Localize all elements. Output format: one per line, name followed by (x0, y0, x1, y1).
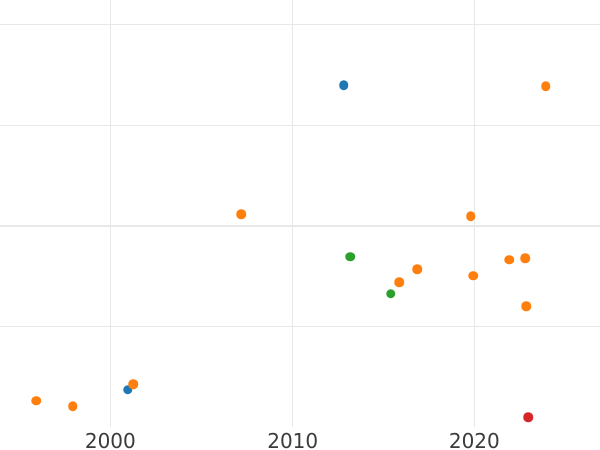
data-point-series-orange-1998 (67, 401, 78, 411)
data-point-series-orange-2020 (465, 211, 476, 222)
vertical-gridline (292, 0, 294, 427)
horizontal-gridline (0, 124, 600, 127)
data-point-series-red-2023 (523, 412, 533, 423)
horizontal-gridline (0, 325, 600, 328)
data-point-series-orange-2023 (521, 301, 532, 312)
data-point-series-orange-2016 (394, 277, 405, 288)
data-point-series-orange-2007 (236, 209, 246, 219)
data-point-series-orange-2001 (128, 379, 138, 390)
data-point-series-orange-2020 (468, 270, 479, 281)
horizontal-gridline (0, 225, 600, 227)
data-point-series-orange-2022 (504, 254, 515, 265)
data-point-series-orange-2023 (520, 253, 530, 264)
data-point-series-blue-2013 (338, 80, 349, 91)
data-point-series-blue-2001 (122, 384, 133, 395)
data-point-series-orange-1996 (31, 395, 41, 406)
x-tick-label-2010: 2010 (267, 429, 319, 450)
data-point-series-orange-2017 (412, 264, 423, 275)
x-tick-label-2000: 2000 (84, 429, 136, 450)
data-point-series-green-2015 (385, 288, 396, 299)
vertical-gridline (109, 0, 111, 427)
data-point-series-green-2013 (345, 251, 356, 262)
data-point-series-orange-2024 (540, 81, 551, 92)
x-tick-label-2020: 2020 (448, 429, 500, 450)
horizontal-gridline (0, 24, 600, 26)
